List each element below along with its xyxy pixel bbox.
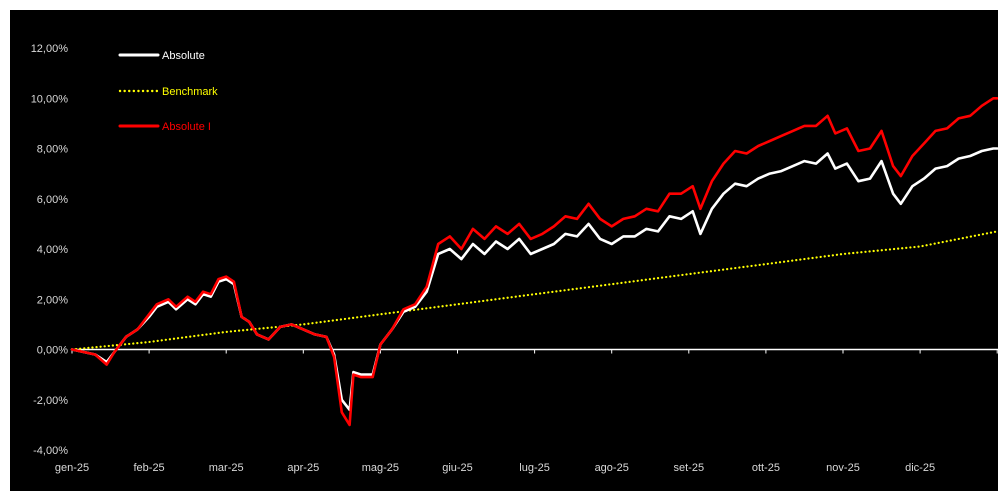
y-tick-label: 12,00% <box>31 43 69 55</box>
line-chart: 12,00% 10,00% 8,00% 6,00% 4,00% 2,00% 0,00% -2,… <box>31 43 998 474</box>
x-tick-label: mar-25 <box>209 462 244 474</box>
x-tick-label: dic-25 <box>905 462 935 474</box>
y-tick-label: 10,00% <box>31 93 69 105</box>
y-axis-ticks: 12,00% 10,00% 8,00% 6,00% 4,00% 2,00% 0,00% -2,… <box>31 43 69 457</box>
series-layer <box>70 97 998 427</box>
y-tick-label: -2,00% <box>33 395 68 407</box>
x-tick-label: ago-25 <box>595 462 629 474</box>
legend-label: Absolute <box>162 50 205 62</box>
x-axis-ticks: gen-25 feb-25 mar-25 apr-25 mag-25 giu-25 lug-… <box>55 462 935 474</box>
y-tick-label: 8,00% <box>37 144 68 156</box>
chart-frame: 12,00% 10,00% 8,00% 6,00% 4,00% 2,00% 0,00% -2,… <box>10 10 998 491</box>
axes <box>71 348 998 354</box>
x-tick-label: giu-25 <box>442 462 473 474</box>
x-tick-label: lug-25 <box>519 462 550 474</box>
series-line-benchmark <box>70 230 998 351</box>
x-tick-label: ott-25 <box>752 462 780 474</box>
legend-label: Absolute I <box>162 121 211 133</box>
x-tick-label: mag-25 <box>362 462 399 474</box>
series-line-absolute <box>70 147 998 412</box>
x-tick-label: feb-25 <box>133 462 164 474</box>
x-tick-label: nov-25 <box>826 462 860 474</box>
legend: Absolute Benchmark Absolute I <box>118 50 218 133</box>
y-tick-label: -4,00% <box>33 445 68 457</box>
x-tick-label: gen-25 <box>55 462 89 474</box>
y-tick-label: 0,00% <box>37 345 68 357</box>
legend-label: Benchmark <box>162 86 218 98</box>
x-tick-label: set-25 <box>674 462 705 474</box>
series-line-absolute-i <box>70 97 998 427</box>
y-tick-label: 6,00% <box>37 194 68 206</box>
x-tick-label: apr-25 <box>287 462 319 474</box>
y-tick-label: 2,00% <box>37 294 68 306</box>
y-tick-label: 4,00% <box>37 244 68 256</box>
